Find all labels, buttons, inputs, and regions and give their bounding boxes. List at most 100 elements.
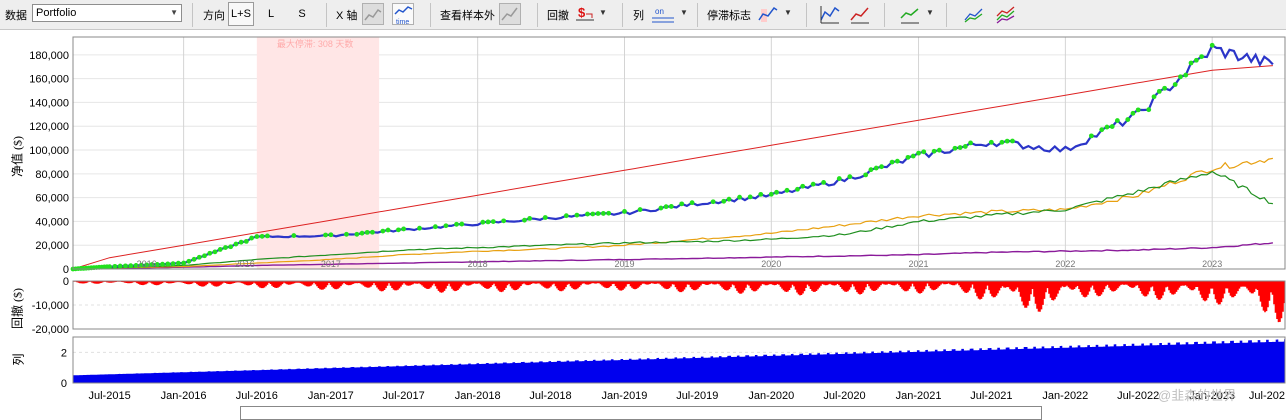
y-tick-label: 140,000 — [29, 97, 69, 109]
xaxis-time-icon-text: time — [396, 19, 409, 26]
x-tick-label: Jan-2016 — [161, 390, 207, 402]
drawdown-y-ticks: 0 -10,000 -20,000 — [32, 276, 69, 336]
separator — [884, 3, 885, 27]
new-high-marker — [243, 238, 249, 244]
new-high-marker — [622, 209, 627, 214]
new-high-marker — [238, 239, 244, 245]
x-tick-label: Jan-2017 — [308, 390, 354, 402]
xaxis-time-icon[interactable]: time — [392, 3, 414, 26]
x-tick-label: Jul-2022 — [1117, 390, 1159, 402]
chart-type-icon-1[interactable] — [818, 3, 840, 25]
stagnation-icon[interactable] — [756, 3, 778, 25]
svg-text:$: $ — [578, 5, 586, 20]
x-tick-label: Jul-2019 — [676, 390, 718, 402]
x-tick-label: Jan-2023 — [1189, 390, 1235, 402]
chart-type-dropdown-icon[interactable]: ▼ — [926, 8, 934, 17]
new-high-marker — [1199, 54, 1205, 60]
columns-plot-frame — [72, 336, 1286, 384]
new-high-marker — [249, 235, 255, 241]
new-high-marker — [574, 212, 580, 218]
new-high-marker — [112, 263, 118, 269]
new-high-marker — [889, 159, 895, 165]
new-high-marker — [1130, 110, 1136, 116]
new-high-marker — [144, 262, 150, 268]
new-high-marker — [1004, 138, 1010, 144]
drawdown-plot-frame — [72, 280, 1286, 330]
new-high-marker — [323, 232, 328, 238]
new-high-marker — [894, 158, 900, 164]
new-high-marker — [344, 231, 349, 237]
series-line — [72, 242, 1274, 270]
multi-line-icon-1[interactable] — [962, 3, 984, 25]
new-high-marker — [1125, 117, 1131, 122]
new-high-marker — [747, 194, 753, 200]
toolbar: 数据 Portfolio ▼ 方向 L+S L S X 轴 time 查看样本外… — [0, 0, 1286, 30]
new-high-marker — [968, 140, 973, 146]
series-group — [70, 42, 1274, 272]
new-high-marker — [223, 245, 228, 250]
new-high-marker — [117, 263, 123, 269]
new-high-marker — [768, 191, 774, 197]
new-high-marker — [175, 260, 181, 266]
oos-icon[interactable] — [499, 3, 521, 25]
stagnation-label: 停滞标志 — [707, 10, 751, 22]
chart-type-icon-2[interactable] — [848, 3, 870, 25]
dd-tick-label: -20,000 — [32, 324, 69, 336]
xaxis-index-icon[interactable] — [362, 3, 384, 25]
year-label: 2020 — [761, 259, 781, 269]
columns-dropdown-icon[interactable]: ▼ — [680, 8, 688, 17]
new-high-marker — [590, 211, 596, 217]
drawdown-dollar-icon[interactable]: $ — [573, 3, 595, 25]
multi-line-icon-2[interactable] — [994, 3, 1016, 25]
new-high-marker — [668, 204, 674, 209]
new-high-marker — [921, 149, 927, 155]
new-high-marker — [836, 176, 842, 181]
direction-l-button[interactable]: L — [267, 8, 275, 20]
drawdown-dropdown-icon[interactable]: ▼ — [599, 8, 607, 17]
new-high-marker — [480, 219, 486, 225]
col-tick-label: 2 — [61, 347, 67, 359]
x-tick-label: Jan-2020 — [748, 390, 794, 402]
new-high-marker — [370, 229, 375, 235]
chevron-down-icon: ▼ — [170, 8, 178, 17]
chart-type-icon-3[interactable] — [898, 3, 920, 25]
separator — [697, 3, 698, 27]
separator — [806, 3, 807, 27]
new-high-marker — [396, 227, 401, 233]
columns-bars — [73, 339, 1286, 383]
new-high-marker — [170, 261, 176, 267]
drawdown-bars — [73, 281, 1286, 323]
separator — [430, 3, 431, 27]
new-high-marker — [454, 221, 459, 227]
new-high-marker — [606, 210, 612, 216]
main-grid — [73, 37, 1285, 270]
direction-s-button[interactable]: S — [298, 8, 306, 20]
y-tick-label: 60,000 — [35, 193, 69, 205]
data-select[interactable]: Portfolio ▼ — [32, 4, 182, 22]
columns-y-ticks: 20 — [61, 347, 67, 390]
main-plot-frame — [72, 36, 1286, 270]
drawdown-chart — [73, 280, 1286, 330]
new-high-marker — [847, 174, 853, 180]
new-high-marker — [595, 211, 601, 216]
new-high-marker — [721, 198, 727, 204]
new-high-marker — [328, 232, 334, 238]
new-high-marker — [228, 244, 234, 250]
x-tick-label: Jan-2019 — [602, 390, 648, 402]
new-high-marker — [154, 262, 160, 267]
new-high-marker — [1114, 118, 1120, 123]
year-label: 2016 — [137, 259, 157, 269]
stagnation-dropdown-icon[interactable]: ▼ — [784, 8, 792, 17]
x-axis-labels: Jul-2015 Jan-2016 Jul-2016 Jan-2017 Jul-2017… — [89, 390, 1285, 402]
legend-box — [240, 406, 1042, 420]
new-high-marker — [868, 167, 874, 173]
x-tick-label: Jan-2021 — [896, 390, 942, 402]
direction-ls-button[interactable]: L+S — [228, 2, 254, 26]
new-high-marker — [910, 153, 916, 159]
new-high-marker — [380, 228, 386, 234]
columns-on-icon[interactable]: on — [648, 3, 676, 25]
new-high-marker — [138, 262, 144, 268]
y-tick-label: 120,000 — [29, 121, 69, 133]
new-high-marker — [952, 145, 958, 151]
new-high-marker — [658, 205, 664, 211]
